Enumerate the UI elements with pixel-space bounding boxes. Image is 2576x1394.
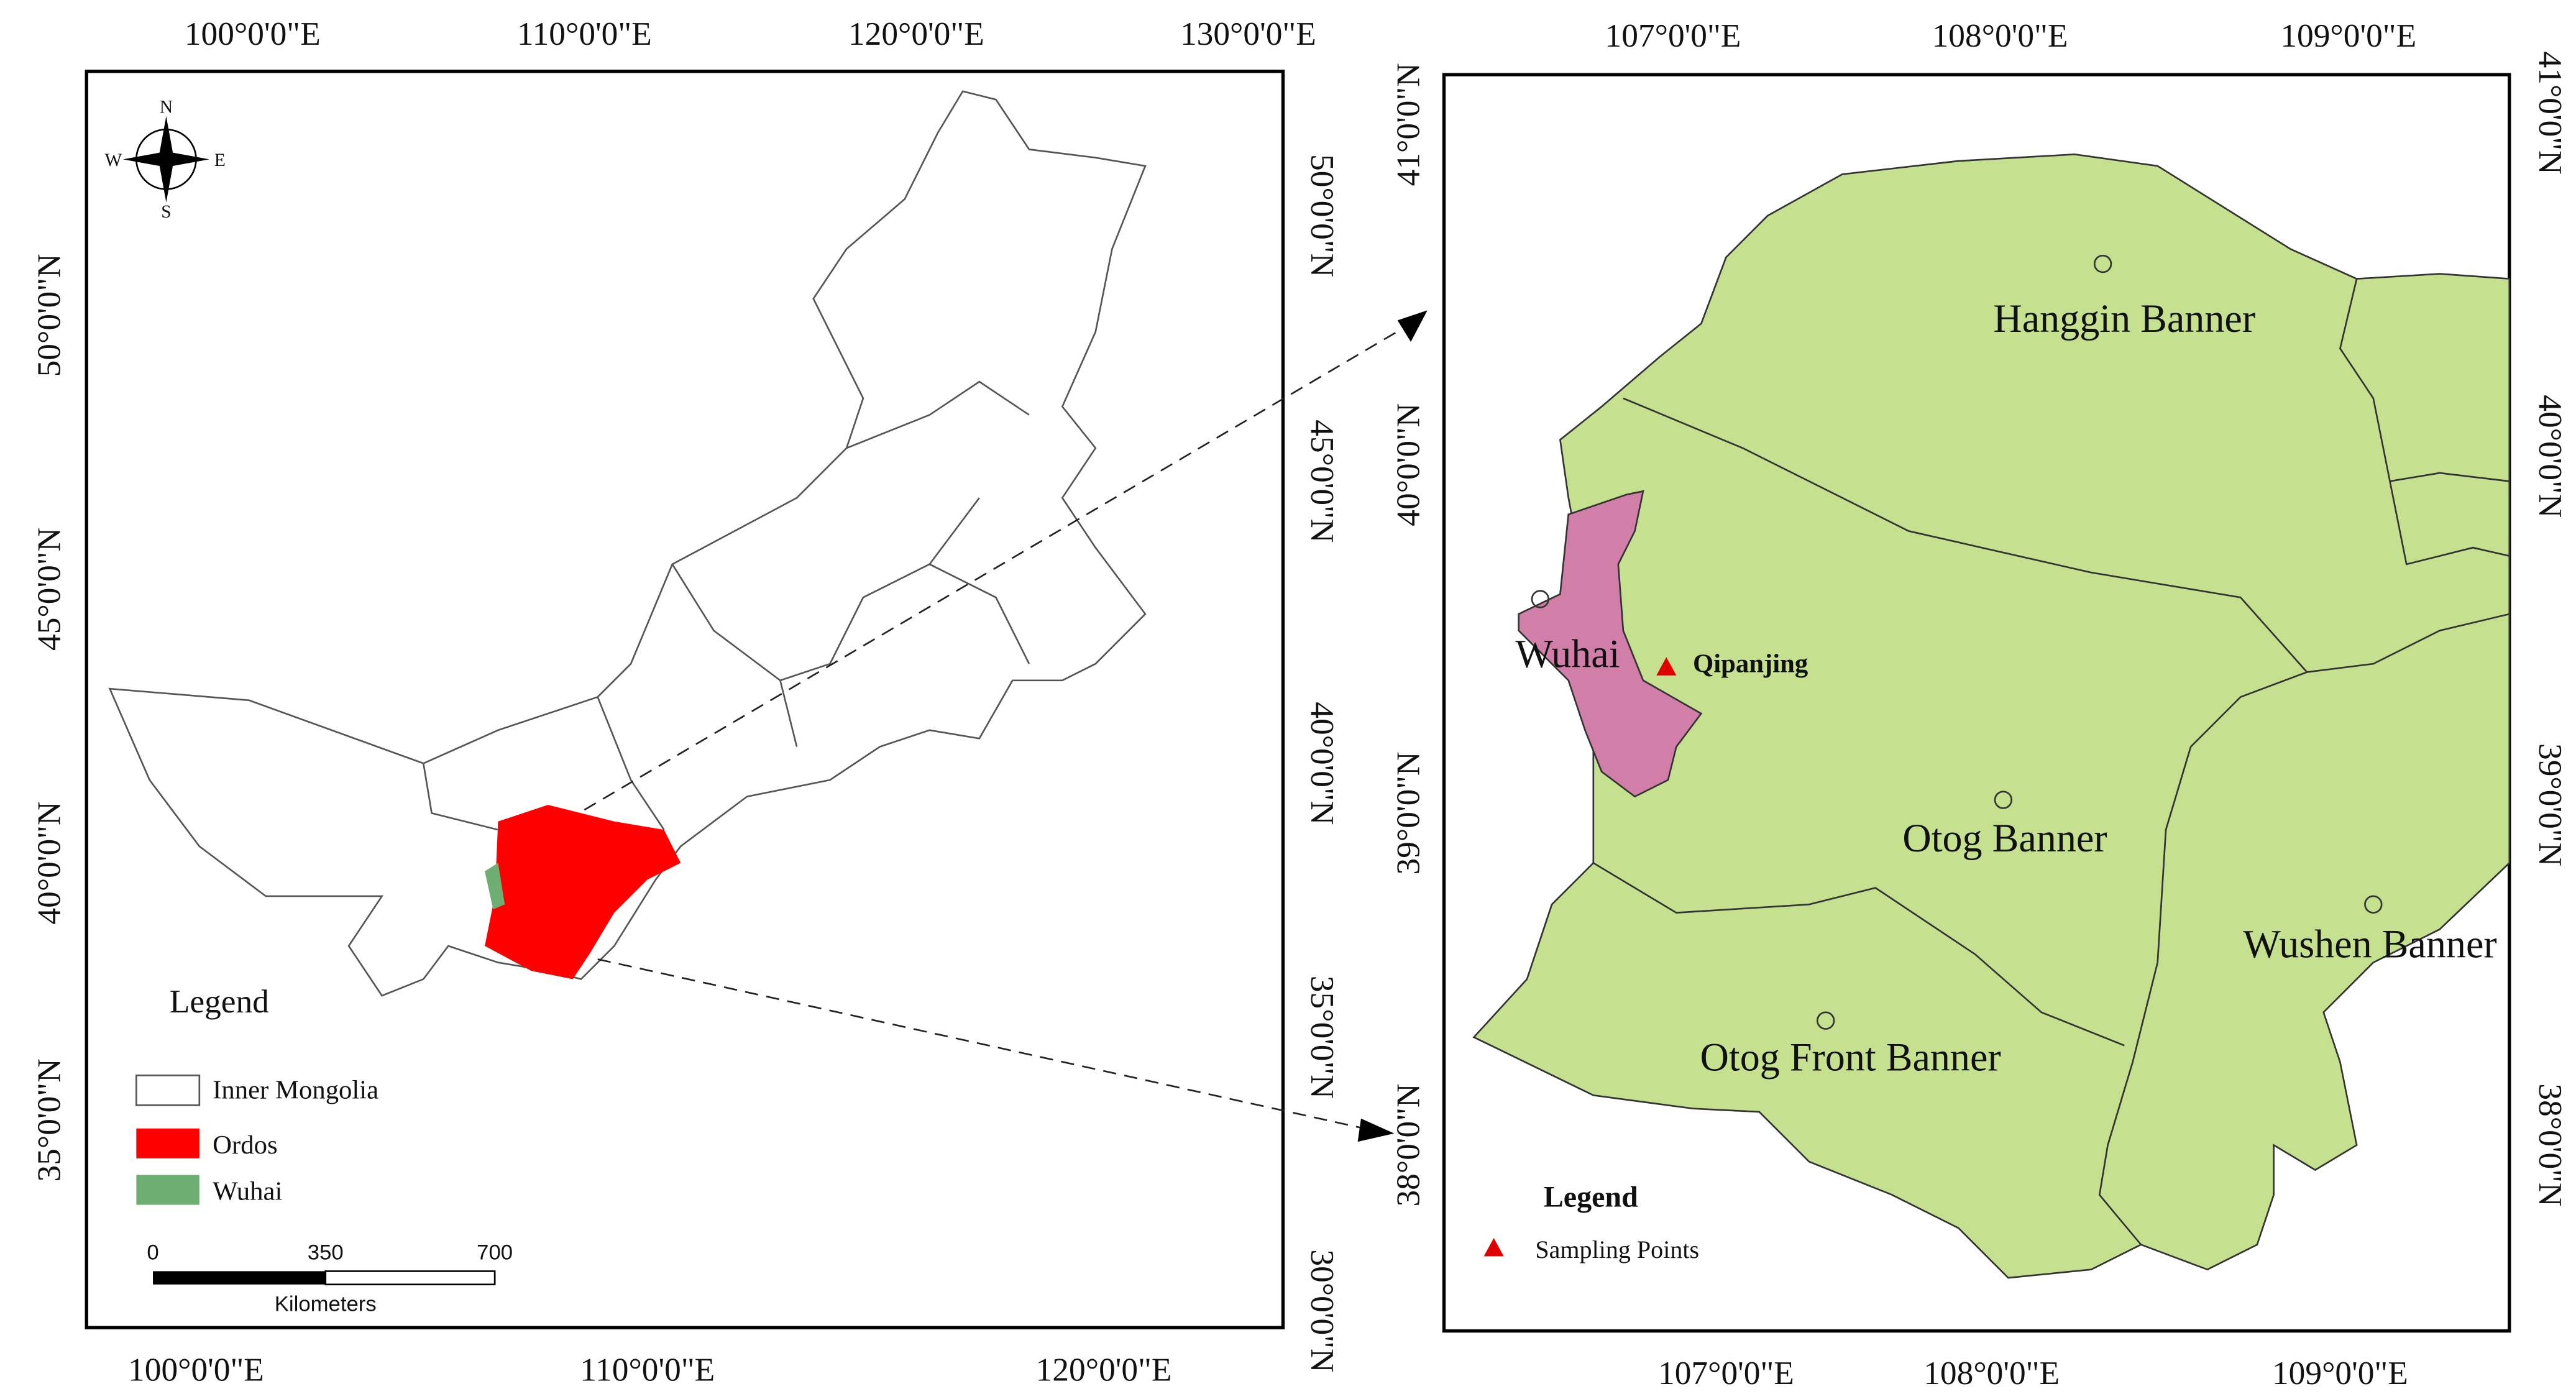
axis-label: 40°0'0"N xyxy=(1304,702,1341,825)
axis-label: 45°0'0"N xyxy=(1304,420,1341,543)
axis-label: 41°0'0"N xyxy=(1389,63,1426,186)
legend-item: Inner Mongolia xyxy=(213,1076,378,1105)
legend-swatch xyxy=(136,1175,199,1205)
axis-label: 110°0'0"E xyxy=(580,1351,715,1388)
seat-markers xyxy=(1531,254,2383,1030)
axis-label: 41°0'0"N xyxy=(2532,52,2569,175)
axis-label: 39°0'0"N xyxy=(2532,743,2569,866)
axis-label: 100°0'0"E xyxy=(185,15,321,52)
inner-mongolia xyxy=(108,90,1147,997)
axis-label: 45°0'0"N xyxy=(30,528,68,651)
left-axes: 100°0'0"E 110°0'0"E 120°0'0"E 130°0'0"E 100°… xyxy=(30,15,1341,1388)
axis-label: 120°0'0"E xyxy=(848,15,984,52)
ordos xyxy=(485,805,681,979)
site-label: Qipanjing xyxy=(1693,649,1808,678)
legend-swatch xyxy=(135,1074,201,1106)
axis-label: 40°0'0"N xyxy=(1389,403,1426,526)
scale-tick: 350 xyxy=(308,1241,344,1265)
axis-label: 120°0'0"E xyxy=(1036,1351,1172,1388)
arrow-head xyxy=(1357,1118,1395,1142)
place-label: Wushen Banner xyxy=(2243,922,2496,966)
axis-label: 35°0'0"N xyxy=(1304,976,1341,1099)
scale-tick: 700 xyxy=(477,1241,513,1265)
axis-label: 100°0'0"E xyxy=(128,1351,264,1388)
legend-title: Legend xyxy=(1544,1180,1638,1213)
axis-label: 107°0'0"E xyxy=(1658,1354,1794,1392)
compass-n: N xyxy=(160,98,173,117)
axis-label: 130°0'0"E xyxy=(1180,15,1316,52)
axis-label: 108°0'0"E xyxy=(1923,1354,2060,1392)
legend-title: Legend xyxy=(170,983,269,1020)
compass-e: E xyxy=(214,150,226,170)
axis-label: 39°0'0"N xyxy=(1389,751,1426,874)
axis-label: 38°0'0"N xyxy=(2532,1083,2569,1206)
compass-s: S xyxy=(161,202,171,222)
axis-label: 50°0'0"N xyxy=(1304,154,1341,277)
axis-label: 50°0'0"N xyxy=(30,254,68,377)
wuhai xyxy=(485,863,505,910)
axis-label: 109°0'0"E xyxy=(2280,17,2416,54)
place-label: Otog Front Banner xyxy=(1700,1035,2001,1079)
axis-label: 107°0'0"E xyxy=(1605,17,1741,54)
ordos-banners xyxy=(1472,153,2511,1279)
scale-unit: Kilometers xyxy=(275,1292,377,1316)
place-label: Hanggin Banner xyxy=(1993,296,2255,341)
compass-w: W xyxy=(105,150,122,170)
compass: N S E W xyxy=(105,98,226,222)
axis-label: 30°0'0"N xyxy=(1304,1249,1341,1372)
axis-label: 35°0'0"N xyxy=(30,1058,68,1181)
legend-item: Sampling Points xyxy=(1535,1236,1699,1263)
axis-label: 40°0'0"N xyxy=(30,801,68,924)
axis-label: 38°0'0"N xyxy=(1389,1083,1426,1206)
place-label: Wuhai xyxy=(1515,631,1620,676)
legend-symbol xyxy=(1483,1237,1504,1257)
axis-label: 40°0'0"N xyxy=(2532,395,2569,518)
right-axes: 107°0'0"E 108°0'0"E 109°0'0"E 107°0'0"E 108°… xyxy=(1389,17,2569,1392)
scale-bar xyxy=(324,1270,496,1286)
axis-label: 108°0'0"E xyxy=(1932,17,2068,54)
legend-swatch xyxy=(136,1128,199,1158)
scale-tick: 0 xyxy=(147,1241,158,1265)
place-label: Otog Banner xyxy=(1902,816,2107,860)
scale-bar xyxy=(153,1271,326,1285)
legend-item: Wuhai xyxy=(213,1177,282,1206)
arrow-head xyxy=(1397,310,1428,342)
sampling-point xyxy=(1656,657,1677,676)
axis-label: 109°0'0"E xyxy=(2272,1354,2408,1392)
axis-label: 110°0'0"E xyxy=(517,15,652,52)
legend-item: Ordos xyxy=(213,1130,277,1160)
zoom-arrows xyxy=(584,328,1403,1130)
